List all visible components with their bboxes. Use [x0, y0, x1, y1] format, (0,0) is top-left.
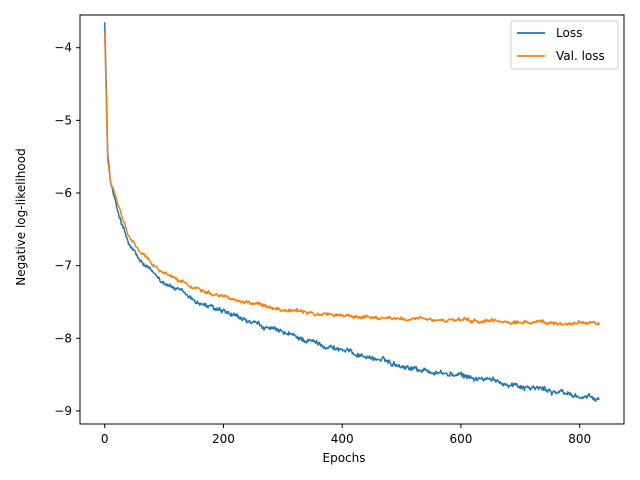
legend-label-loss: Loss	[556, 26, 582, 40]
y-axis-label: Negative log-likelihood	[14, 148, 28, 285]
series-line-val-loss	[103, 33, 600, 326]
y-tick-label: −8	[54, 331, 72, 345]
y-tick-label: −9	[54, 404, 72, 418]
y-tick-label: −7	[54, 259, 72, 273]
y-tick-label: −4	[54, 41, 72, 55]
y-tick-label: −6	[54, 186, 72, 200]
y-axis: −4 −5 −6 −7 −8 −9	[54, 41, 80, 418]
legend-label-val-loss: Val. loss	[556, 49, 605, 63]
y-tick-label: −5	[54, 113, 72, 127]
x-tick-label: 0	[101, 432, 109, 446]
series-layer	[103, 22, 600, 402]
x-axis-label: Epochs	[323, 451, 366, 465]
plot-frame	[79, 14, 625, 425]
x-tick-label: 600	[449, 432, 472, 446]
x-tick-label: 800	[568, 432, 591, 446]
series-line-loss	[103, 22, 600, 402]
x-axis: 0 200 400 600 800	[101, 424, 591, 446]
plot-area	[79, 14, 625, 425]
x-tick-label: 400	[331, 432, 354, 446]
x-tick-label: 200	[212, 432, 235, 446]
legend: Loss Val. loss	[510, 20, 619, 70]
